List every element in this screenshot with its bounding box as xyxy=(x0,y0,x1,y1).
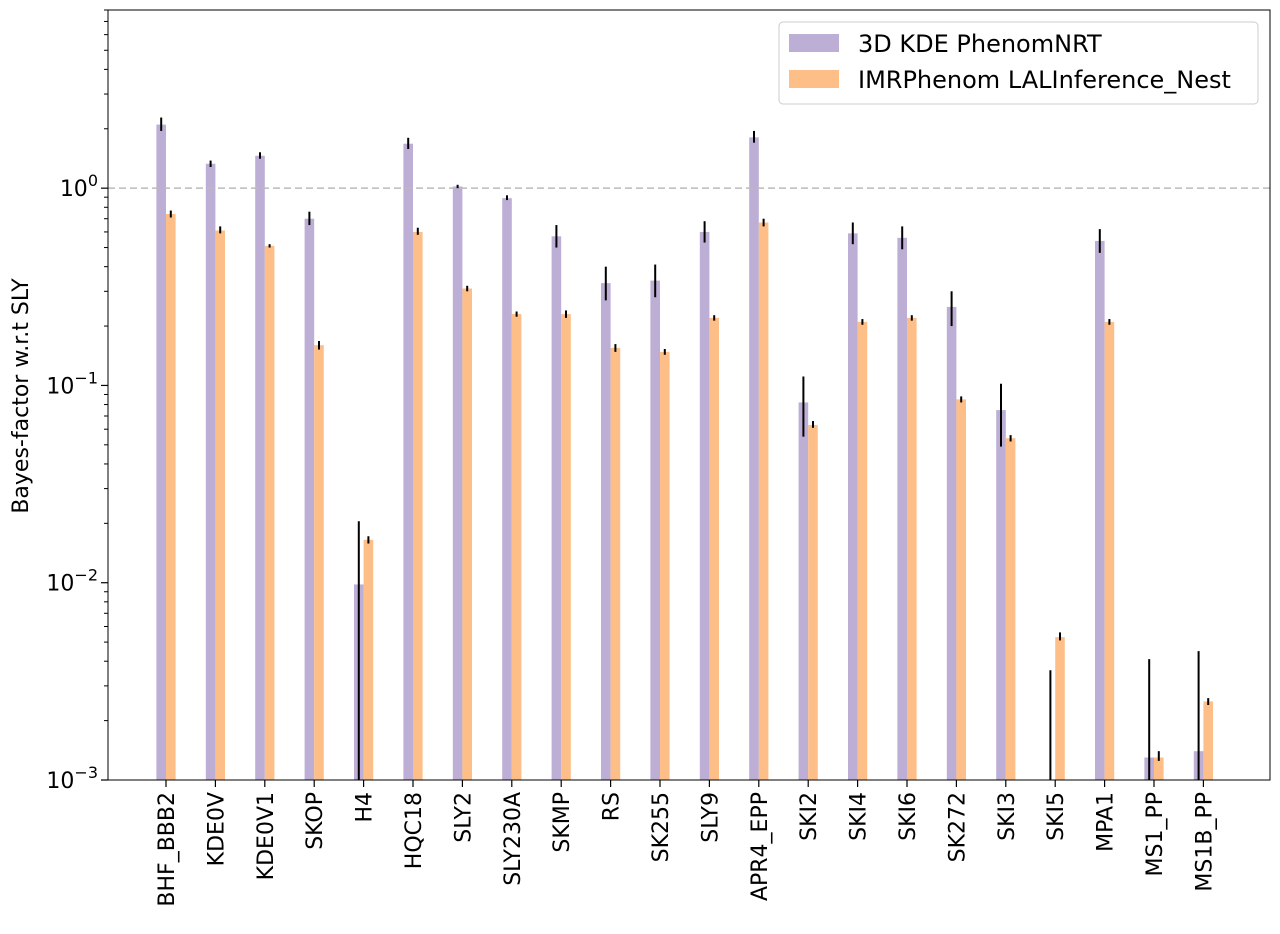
bar-kde-ski6 xyxy=(897,237,907,780)
bar-imrphenom-rs xyxy=(610,347,621,780)
x-tick-label-sk255: SK255 xyxy=(649,792,674,862)
bar-imrphenom-bhf_bbb2 xyxy=(166,213,176,781)
bar-kde-rs xyxy=(601,283,611,780)
bar-kde-sly2 xyxy=(452,186,463,780)
bar-imrphenom-hqc18 xyxy=(413,231,423,780)
bar-kde-sk255 xyxy=(650,280,660,780)
bar-kde-sk272 xyxy=(946,306,957,780)
x-tick-label-kde0v: KDE0V xyxy=(204,792,229,866)
x-tick-label-skop: SKOP xyxy=(303,792,328,850)
y-tick-label: 10−2 xyxy=(46,566,98,597)
bars-layer xyxy=(156,117,1213,781)
x-tick-label-kde0v1: KDE0V1 xyxy=(254,792,279,880)
bar-imrphenom-ms1b_pp xyxy=(1203,701,1213,780)
bar-imrphenom-h4 xyxy=(363,539,374,780)
x-tick-label-rs: RS xyxy=(600,792,625,821)
bar-imrphenom-kde0v xyxy=(215,230,225,781)
x-tick-label-ms1_pp: MS1_PP xyxy=(1143,792,1168,876)
y-tick-label: 10−3 xyxy=(46,763,98,794)
legend-frame xyxy=(778,21,1259,105)
bar-imrphenom-sk255 xyxy=(660,351,670,780)
bar-imrphenom-ski3 xyxy=(1005,438,1016,780)
bar-imrphenom-kde0v1 xyxy=(264,245,275,780)
x-tick-label-ski5: SKI5 xyxy=(1044,792,1069,841)
x-axis: BHF_BBB2 KDE0V KDE0V1 SKOP H4 HQC18 SLY2 SLY230… xyxy=(155,780,1217,907)
bar-imrphenom-sly2 xyxy=(462,288,472,780)
bar-imrphenom-skmp xyxy=(561,314,571,780)
bar-kde-hqc18 xyxy=(403,143,413,781)
bar-imrphenom-ski4 xyxy=(857,321,868,780)
x-tick-label-skmp: SKMP xyxy=(550,792,575,853)
legend-label-imrphenom: IMRPhenom LALInference_Nest xyxy=(858,66,1231,94)
bar-imrphenom-mpa1 xyxy=(1104,321,1115,780)
y-axis: 10−3 10−2 10−1 100 xyxy=(46,9,108,794)
bar-kde-bhf_bbb2 xyxy=(156,124,166,780)
bar-imrphenom-apr4_epp xyxy=(758,222,769,780)
x-tick-label-hqc18: HQC18 xyxy=(402,792,427,869)
x-tick-label-ms1b_pp: MS1B_PP xyxy=(1192,792,1217,892)
x-tick-label-ski3: SKI3 xyxy=(995,792,1020,841)
bar-kde-mpa1 xyxy=(1095,240,1105,780)
bar-imrphenom-sk272 xyxy=(956,399,966,780)
bar-imrphenom-sly9 xyxy=(709,317,719,780)
bar-imrphenom-skop xyxy=(314,345,324,780)
bar-imrphenom-ms1_pp xyxy=(1154,757,1164,780)
bar-imrphenom-sly230a xyxy=(511,314,522,780)
bar-kde-skop xyxy=(304,218,315,780)
x-tick-label-ski4: SKI4 xyxy=(847,792,872,841)
x-tick-label-sly230a: SLY230A xyxy=(501,792,526,886)
x-tick-label-apr4_epp: APR4_EPP xyxy=(748,792,773,901)
legend-swatch-imrphenom xyxy=(789,70,839,88)
legend-swatch-kde xyxy=(789,34,839,52)
bar-imrphenom-ski6 xyxy=(907,317,917,780)
x-tick-label-sly9: SLY9 xyxy=(698,792,723,843)
y-axis-label: Bayes-factor w.r.t SLY xyxy=(9,278,34,514)
x-tick-label-ski2: SKI2 xyxy=(797,792,822,841)
bar-imrphenom-ski2 xyxy=(808,425,818,780)
bar-kde-kde0v xyxy=(205,163,216,780)
bar-kde-skmp xyxy=(551,236,562,780)
bar-kde-ski4 xyxy=(848,233,858,781)
bar-kde-ski3 xyxy=(996,410,1006,780)
x-tick-label-sly2: SLY2 xyxy=(451,792,476,843)
x-tick-label-bhf_bbb2: BHF_BBB2 xyxy=(155,792,180,907)
bar-imrphenom-ski5 xyxy=(1055,637,1065,780)
x-tick-label-mpa1: MPA1 xyxy=(1094,792,1119,852)
y-tick-label: 100 xyxy=(60,171,98,202)
x-tick-label-ski6: SKI6 xyxy=(896,792,921,841)
x-tick-label-h4: H4 xyxy=(353,792,378,823)
bar-kde-ski2 xyxy=(798,402,809,780)
legend: 3D KDE PhenomNRT IMRPhenom LALInference_… xyxy=(778,21,1259,105)
plot-frame xyxy=(107,9,1271,781)
x-tick-label-sk272: SK272 xyxy=(945,792,970,862)
y-tick-label: 10−1 xyxy=(46,368,98,399)
bar-kde-kde0v1 xyxy=(255,155,265,780)
legend-label-kde: 3D KDE PhenomNRT xyxy=(858,30,1102,58)
bar-kde-sly9 xyxy=(699,231,710,780)
bar-kde-apr4_epp xyxy=(749,137,759,780)
bar-kde-sly230a xyxy=(502,198,512,781)
